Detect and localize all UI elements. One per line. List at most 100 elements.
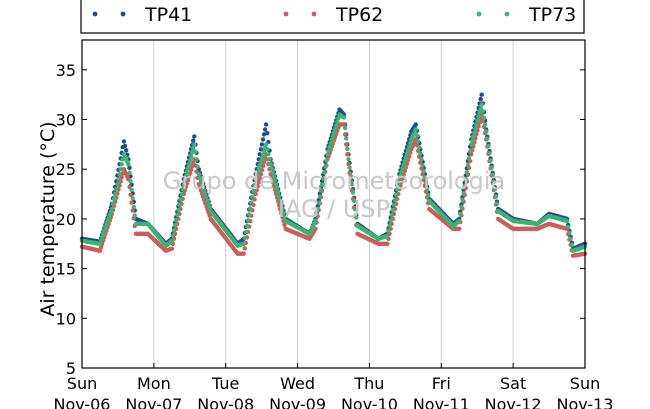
data-point bbox=[126, 162, 131, 167]
data-point bbox=[268, 162, 273, 167]
data-point bbox=[480, 109, 485, 114]
data-point bbox=[354, 215, 359, 220]
legend-marker bbox=[504, 11, 510, 17]
data-point bbox=[393, 192, 399, 197]
data-point bbox=[181, 181, 186, 187]
data-point bbox=[481, 115, 487, 121]
data-point bbox=[259, 142, 265, 147]
data-point bbox=[400, 166, 405, 171]
data-point bbox=[183, 174, 189, 179]
data-point bbox=[423, 180, 429, 186]
data-point bbox=[344, 136, 349, 141]
y-tick-label: 35 bbox=[56, 61, 76, 80]
watermark-line: Grupo de Micrometeorologia bbox=[163, 167, 505, 195]
data-point bbox=[282, 222, 287, 228]
y-tick-label: 15 bbox=[56, 260, 76, 279]
data-point bbox=[257, 176, 262, 181]
data-point bbox=[178, 197, 183, 202]
data-point bbox=[426, 192, 431, 198]
data-point bbox=[170, 233, 176, 238]
legend-marker bbox=[92, 11, 98, 17]
data-point bbox=[110, 201, 116, 207]
data-point bbox=[176, 207, 181, 213]
data-point bbox=[469, 142, 474, 147]
data-point bbox=[403, 155, 409, 160]
series-tp73 bbox=[79, 102, 588, 253]
data-point bbox=[342, 132, 348, 137]
data-point bbox=[457, 226, 462, 231]
data-point bbox=[185, 166, 191, 171]
data-point bbox=[114, 186, 119, 192]
data-point bbox=[129, 200, 134, 205]
data-point bbox=[476, 114, 481, 119]
data-point bbox=[487, 150, 492, 156]
data-point bbox=[461, 190, 466, 196]
data-point bbox=[350, 190, 356, 195]
data-point bbox=[413, 122, 418, 127]
data-point bbox=[281, 210, 286, 215]
data-point bbox=[192, 134, 197, 139]
data-point bbox=[385, 233, 390, 238]
data-point bbox=[489, 165, 494, 170]
data-point bbox=[402, 158, 407, 164]
data-point bbox=[424, 186, 430, 192]
data-point bbox=[127, 170, 132, 175]
data-point bbox=[490, 172, 495, 177]
data-point bbox=[327, 144, 332, 150]
data-point bbox=[413, 127, 418, 132]
data-point bbox=[282, 214, 287, 220]
axes: 5 10 15 20 25 30 35 Sun Nov-06 Mon Nov-07 Tue Nov-08… bbox=[54, 39, 613, 409]
data-point bbox=[265, 131, 270, 136]
data-point bbox=[329, 137, 335, 142]
data-point bbox=[186, 162, 192, 167]
data-point bbox=[262, 127, 268, 132]
data-point bbox=[478, 96, 483, 102]
data-point bbox=[263, 142, 269, 147]
legend-label-tp41: TP41 bbox=[144, 4, 192, 26]
data-point bbox=[265, 147, 270, 152]
data-point bbox=[261, 132, 267, 137]
data-point bbox=[569, 242, 574, 247]
data-point bbox=[474, 122, 479, 127]
data-point bbox=[241, 241, 246, 246]
data-point bbox=[130, 196, 135, 201]
data-point bbox=[187, 158, 193, 163]
x-tick-label-date: Nov-07 bbox=[125, 395, 182, 409]
data-point bbox=[313, 218, 318, 224]
data-point bbox=[467, 149, 473, 154]
data-point bbox=[460, 197, 465, 203]
data-point bbox=[404, 151, 410, 157]
data-point bbox=[256, 179, 261, 185]
data-point bbox=[172, 223, 178, 228]
x-tick-label-day: Tue bbox=[211, 374, 239, 393]
data-point bbox=[255, 170, 260, 175]
data-point bbox=[267, 157, 272, 162]
data-point bbox=[472, 130, 477, 135]
data-point bbox=[185, 177, 191, 183]
data-point bbox=[463, 177, 468, 182]
data-point bbox=[260, 152, 266, 157]
x-tick-label-day: Sun bbox=[67, 374, 97, 393]
data-point bbox=[323, 164, 328, 169]
data-point bbox=[345, 146, 350, 151]
data-points bbox=[79, 92, 588, 258]
data-point bbox=[392, 197, 398, 202]
data-point bbox=[196, 172, 201, 177]
data-point bbox=[203, 192, 208, 197]
data-point bbox=[98, 245, 104, 250]
data-point bbox=[407, 144, 412, 149]
data-point bbox=[388, 218, 393, 223]
data-point bbox=[180, 187, 185, 192]
data-point bbox=[274, 186, 280, 191]
legend-marker bbox=[476, 11, 482, 17]
data-point bbox=[458, 211, 463, 217]
data-point bbox=[111, 196, 117, 202]
data-point bbox=[494, 201, 500, 206]
data-point bbox=[129, 187, 134, 192]
data-point bbox=[405, 148, 411, 153]
data-point bbox=[260, 137, 266, 142]
data-point bbox=[318, 188, 324, 193]
legend-marker bbox=[120, 11, 126, 17]
data-point bbox=[242, 235, 247, 241]
